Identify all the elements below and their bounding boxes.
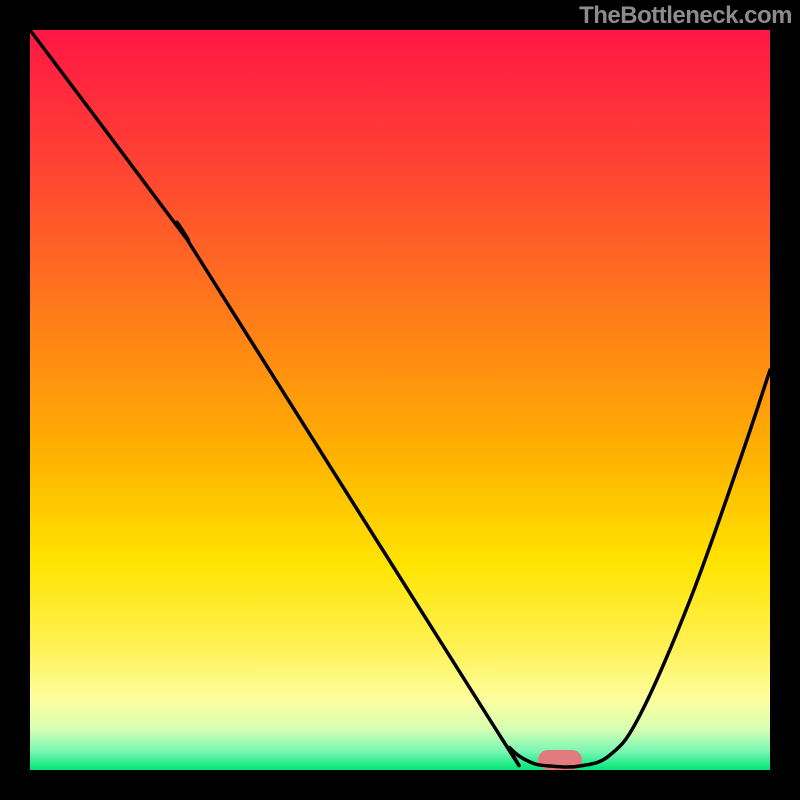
chart-frame: TheBottleneck.com (0, 0, 800, 800)
bottleneck-chart (0, 0, 800, 800)
gradient-background (30, 30, 770, 770)
